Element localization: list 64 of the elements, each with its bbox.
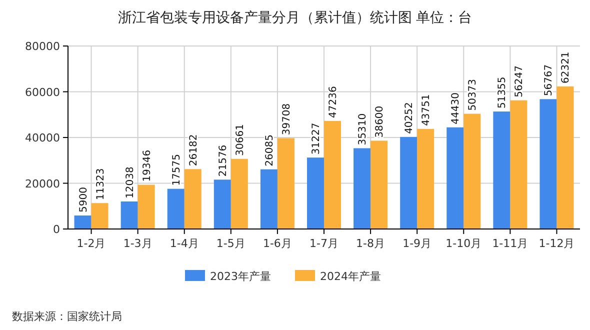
y-tick-label: 80000 xyxy=(25,40,60,53)
bar xyxy=(370,140,388,229)
bar xyxy=(493,112,510,229)
x-tick-label: 1-11月 xyxy=(492,237,528,250)
bar xyxy=(120,201,138,229)
data-label: 31227 xyxy=(311,122,322,155)
x-tick-label: 1-3月 xyxy=(123,237,152,250)
data-label: 40252 xyxy=(404,102,416,134)
data-label: 5900 xyxy=(78,187,90,213)
bar xyxy=(510,100,528,229)
bar xyxy=(167,188,184,229)
bar xyxy=(138,184,155,229)
data-label: 56247 xyxy=(514,66,526,98)
data-label: 11323 xyxy=(95,168,106,200)
legend-label: 2023年产量 xyxy=(210,270,271,283)
y-tick-label: 20000 xyxy=(25,177,60,190)
x-tick-label: 1-8月 xyxy=(356,237,386,250)
bar xyxy=(91,203,108,229)
x-tick-label: 1-6月 xyxy=(262,237,292,250)
data-label: 38600 xyxy=(374,106,386,138)
bar xyxy=(540,99,557,229)
data-label: 17575 xyxy=(171,154,182,186)
data-label: 50373 xyxy=(468,78,479,111)
source-note: 数据来源：国家统计局 xyxy=(12,310,122,323)
y-tick-label: 40000 xyxy=(25,132,60,144)
data-label: 43751 xyxy=(421,94,432,126)
data-label: 35310 xyxy=(358,113,369,146)
data-label: 51355 xyxy=(497,76,508,109)
data-label: 30661 xyxy=(234,124,246,156)
bar xyxy=(324,120,341,229)
data-label: 44430 xyxy=(450,92,462,124)
x-tick-label: 1-7月 xyxy=(310,237,338,250)
legend-label: 2024年产量 xyxy=(320,270,381,283)
x-tick-label: 1-5月 xyxy=(216,237,246,250)
chart-title: 浙江省包装专用设备产量分月（累计值）统计图 单位：台 xyxy=(118,10,472,26)
bar xyxy=(74,216,92,229)
x-tick-label: 1-4月 xyxy=(170,237,199,250)
data-label: 39708 xyxy=(281,103,292,136)
bar xyxy=(446,127,464,229)
data-label: 21576 xyxy=(218,144,229,177)
bar xyxy=(556,86,574,229)
bar xyxy=(230,158,248,229)
data-label: 62321 xyxy=(560,52,572,84)
bar xyxy=(277,138,294,229)
data-label: 26182 xyxy=(188,134,200,166)
x-tick-label: 1-2月 xyxy=(76,237,106,250)
bar xyxy=(184,169,202,229)
y-tick-label: 0 xyxy=(53,223,60,236)
data-label: 12038 xyxy=(124,166,136,198)
bar xyxy=(400,136,418,229)
bar xyxy=(307,158,324,229)
bar xyxy=(214,180,231,229)
bar xyxy=(260,169,278,229)
x-tick-label: 1-10月 xyxy=(446,237,482,250)
bar xyxy=(354,148,371,229)
bar xyxy=(464,114,481,229)
bar xyxy=(417,128,434,229)
x-tick-label: 1-12月 xyxy=(538,237,575,250)
data-label: 26085 xyxy=(264,134,276,166)
data-label: 56767 xyxy=(544,64,555,96)
x-tick-label: 1-9月 xyxy=(402,237,432,250)
data-label: 47236 xyxy=(328,86,339,118)
y-tick-label: 60000 xyxy=(25,86,60,99)
data-label: 19346 xyxy=(142,150,153,182)
